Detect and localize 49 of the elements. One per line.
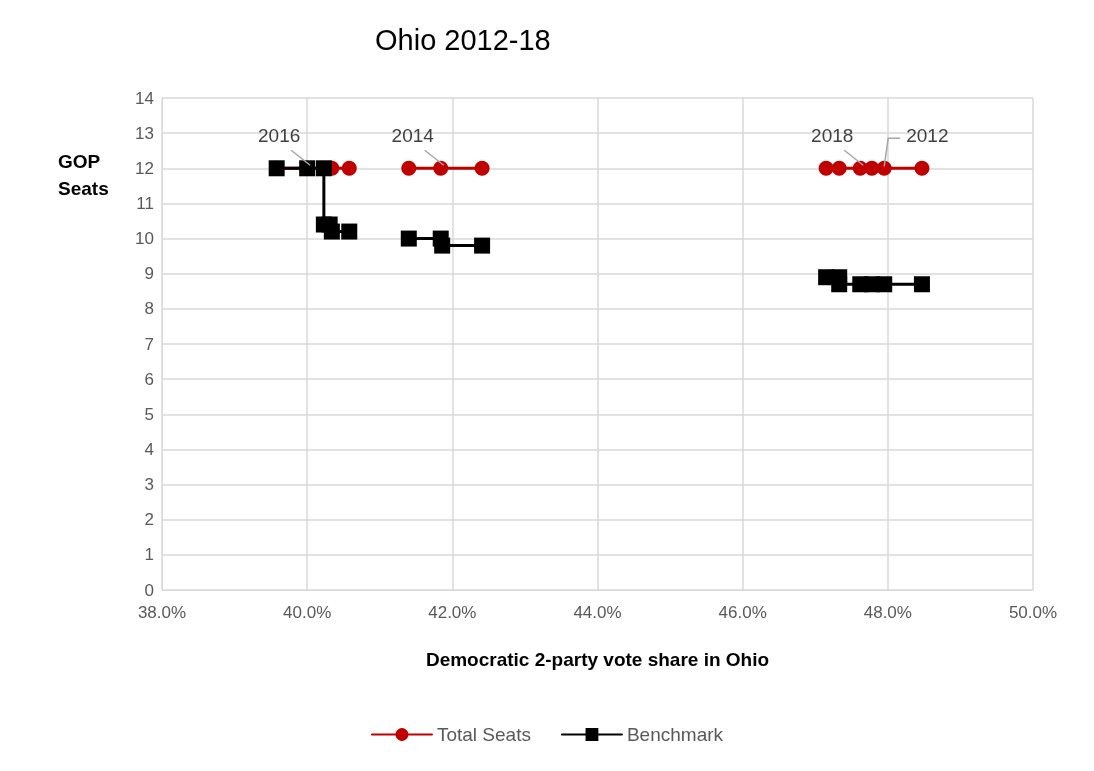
point	[876, 160, 892, 176]
y-tick-label: 13	[135, 123, 154, 143]
point	[864, 160, 880, 176]
y-tick-label: 1	[144, 545, 154, 565]
x-tick-label: 46.0%	[718, 603, 767, 622]
x-tick-label: 38.0%	[137, 603, 187, 622]
annotation: 2018	[811, 125, 854, 147]
point	[433, 160, 449, 176]
point	[818, 160, 834, 176]
x-tick-label: 42.0%	[428, 603, 477, 622]
point	[401, 160, 417, 176]
x-tick-label: 40.0%	[283, 603, 332, 622]
x-tick-label: 50.0%	[1008, 603, 1058, 622]
y-tick-label: 4	[144, 439, 154, 459]
point	[831, 276, 848, 293]
x-tick-label: 44.0%	[573, 603, 622, 622]
point	[434, 237, 451, 254]
y-tick-label: 11	[136, 193, 154, 213]
y-tick-label: 9	[144, 264, 154, 284]
point	[474, 237, 491, 254]
x-tick-label: 48.0%	[863, 603, 912, 622]
y-tick-label: 0	[144, 580, 154, 600]
point	[876, 276, 893, 293]
y-tick-label: 14	[135, 88, 154, 108]
point	[341, 160, 357, 176]
chart-title: Ohio 2012-18	[375, 23, 551, 56]
annotation: 2016	[258, 125, 301, 147]
legend-label: Benchmark	[626, 724, 724, 745]
point	[323, 223, 340, 240]
legend-label: Total Seats	[436, 724, 531, 745]
point	[474, 160, 490, 176]
point	[913, 276, 930, 293]
annotation: 2014	[391, 125, 435, 147]
point	[315, 160, 332, 177]
y-tick-label: 7	[144, 334, 154, 354]
y-tick-label: 12	[135, 158, 154, 178]
y-tick-label: 5	[144, 404, 154, 424]
annotation: 2012	[906, 125, 949, 147]
point	[914, 160, 930, 176]
y-tick-label: 8	[144, 299, 154, 319]
y-tick-label: 3	[144, 475, 154, 495]
y-axis-title: GOP Seats	[58, 151, 109, 199]
y-tick-label: 2	[144, 510, 154, 530]
point	[831, 160, 847, 176]
x-axis-title: Democratic 2-party vote share in Ohio	[425, 649, 770, 670]
point	[341, 223, 358, 240]
point	[400, 230, 417, 247]
y-tick-label: 10	[135, 229, 154, 249]
y-tick-label: 6	[144, 369, 154, 389]
